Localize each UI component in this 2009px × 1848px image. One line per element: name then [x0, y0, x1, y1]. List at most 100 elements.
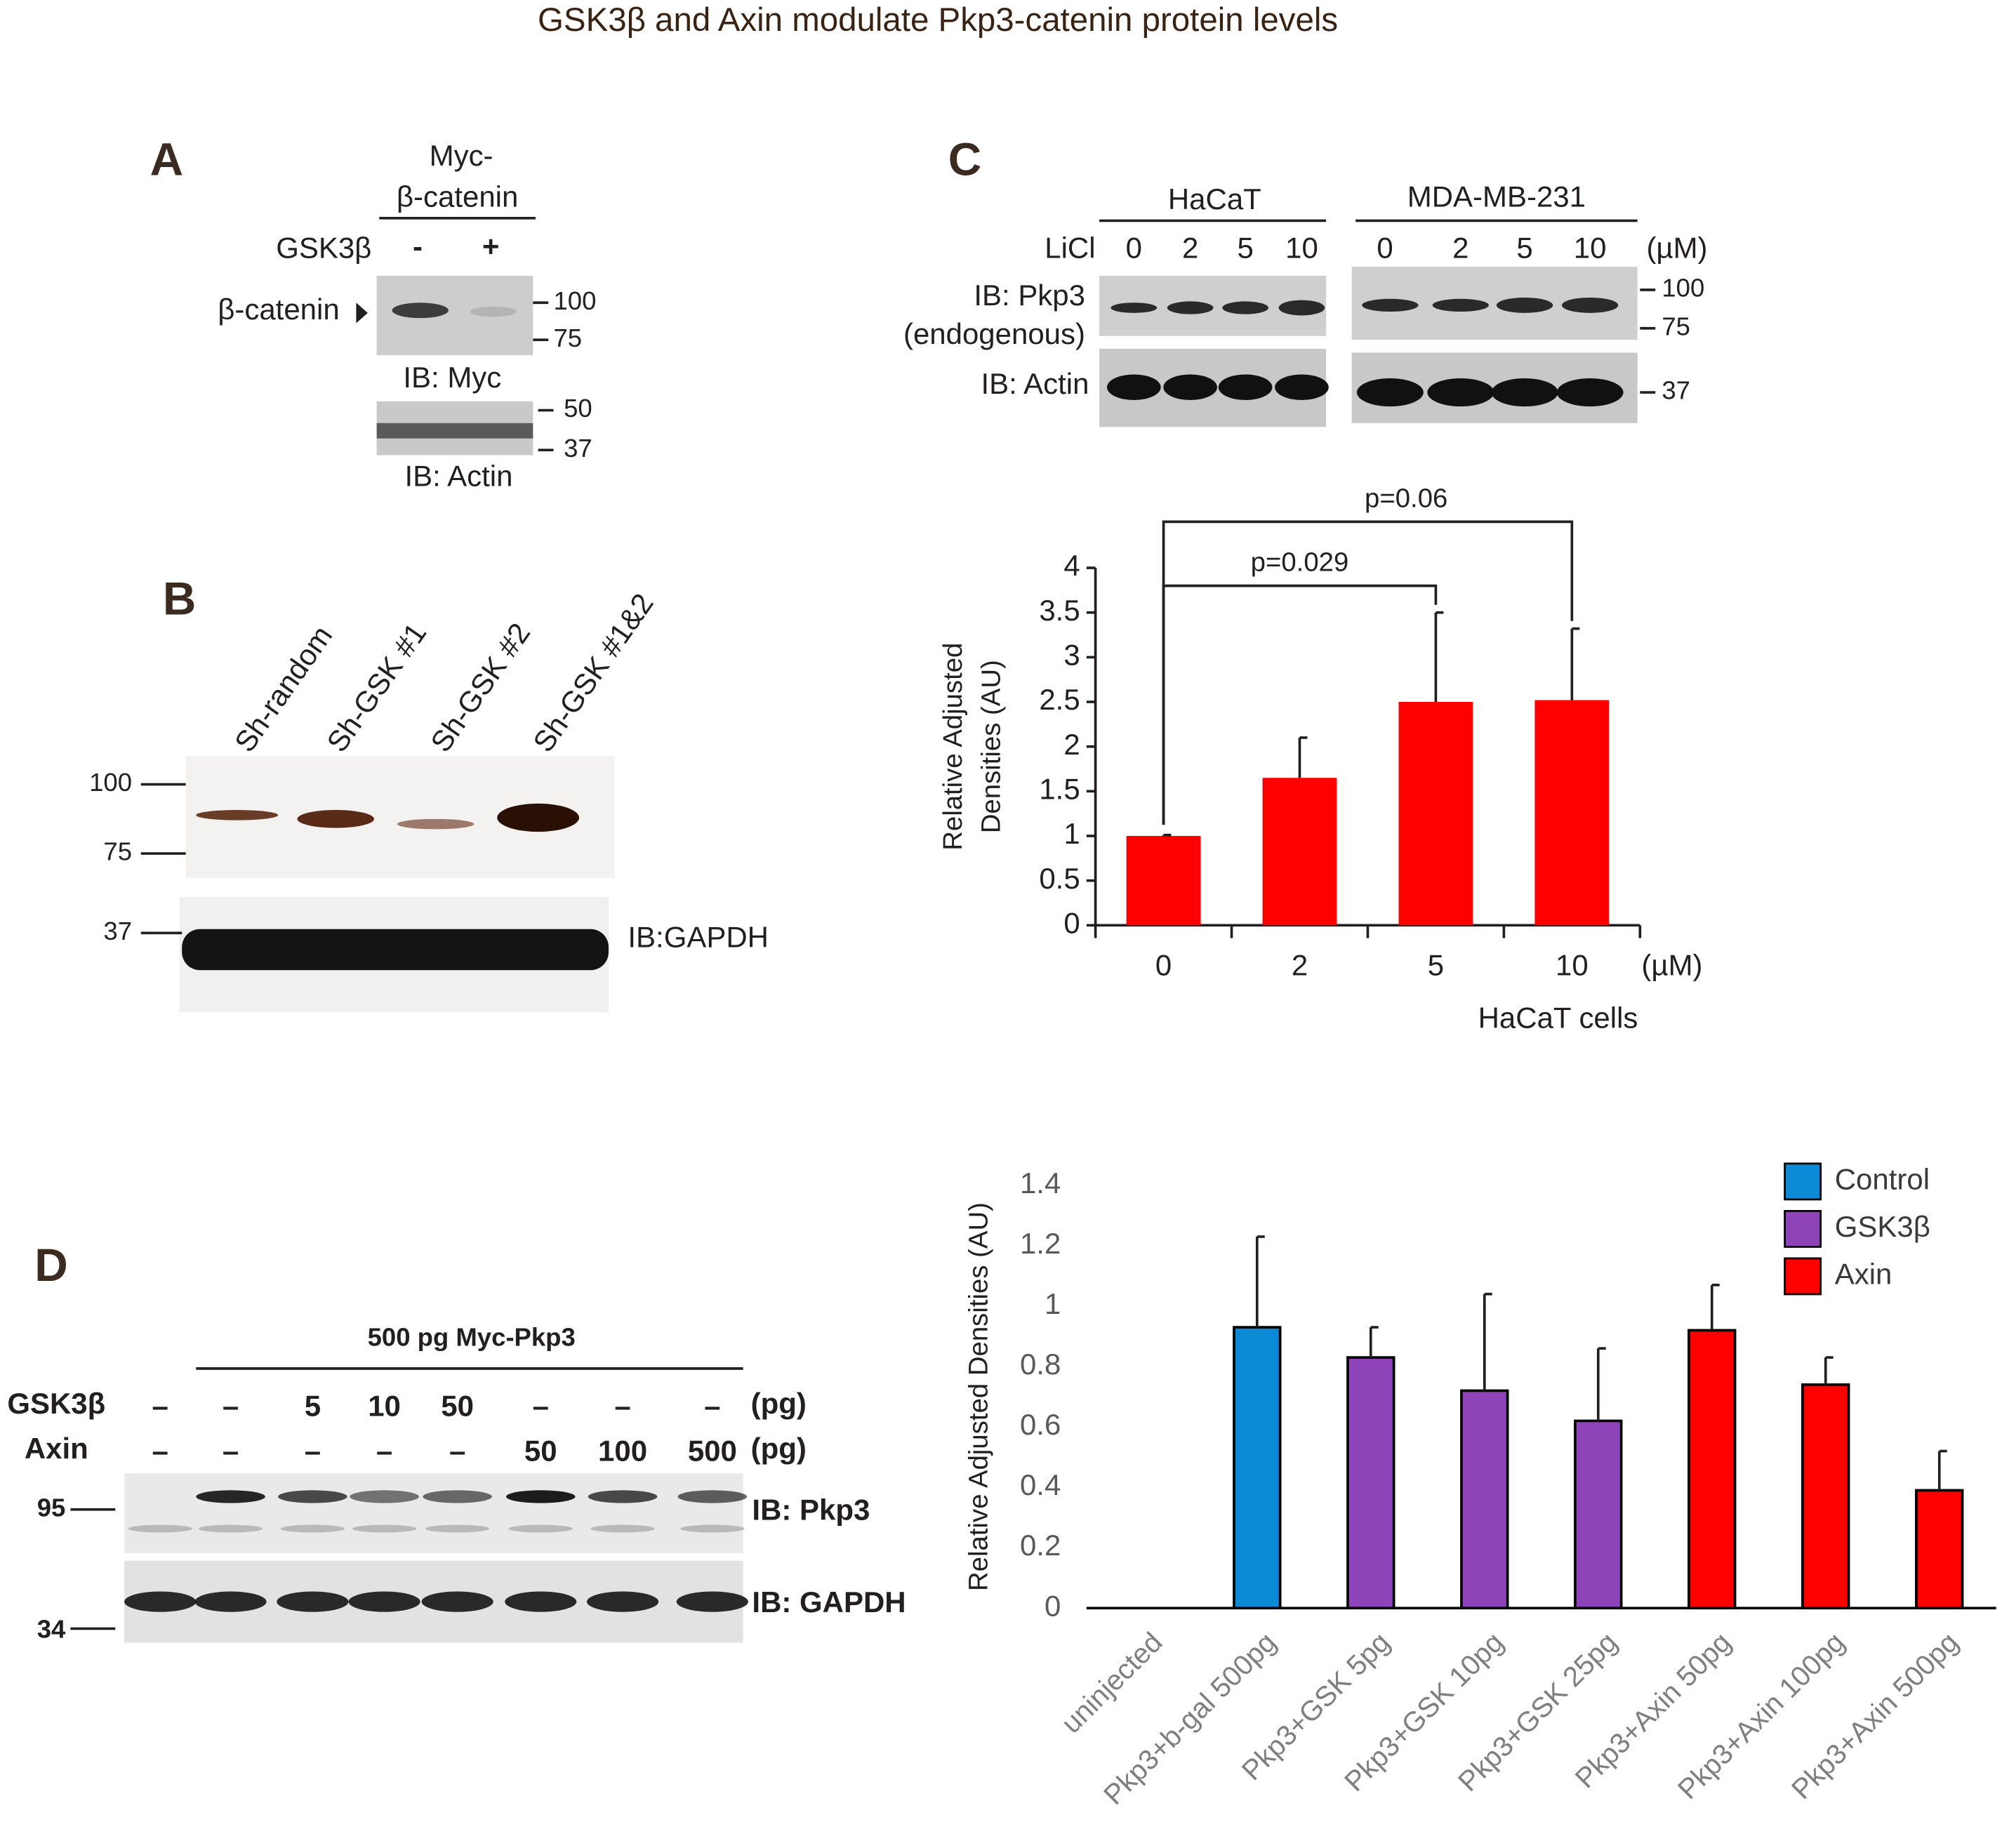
panel-letter: D: [34, 1239, 67, 1291]
legend-swatch: [1784, 1257, 1822, 1296]
band: [505, 1591, 577, 1612]
row-label: GSK3β: [276, 232, 371, 265]
p-value: p=0.029: [1251, 547, 1349, 578]
band: [376, 423, 533, 439]
lane-label: +: [482, 230, 500, 263]
lane-label: 10: [368, 1390, 401, 1423]
y-tick-label: 2: [1063, 728, 1080, 761]
band: [470, 306, 517, 317]
blot-label: IB: Myc: [403, 361, 501, 394]
y-tick-label: 3.5: [1039, 594, 1080, 627]
lane-label: Sh-GSK #2: [424, 617, 536, 758]
treatment-rows: GSK3β – –5 10 50– – – (pg)Axin – – – – –50 100 500 (pg): [7, 1387, 806, 1468]
lane-label: Sh-GSK #1&2: [526, 587, 660, 758]
marker-label: 37: [564, 434, 592, 463]
band: [1222, 301, 1269, 314]
lane-label: 100: [598, 1434, 647, 1467]
bar: [1801, 1383, 1850, 1610]
lane-label: -: [413, 230, 423, 263]
marker-label: 50: [564, 394, 592, 423]
band: [1167, 301, 1214, 314]
y-axis-label: Relative Adjusted: [938, 643, 968, 851]
lane-label: 50: [441, 1390, 474, 1423]
x-tick-label: uninjected: [1055, 1626, 1168, 1739]
blot: [124, 1473, 743, 1553]
y-tick-label: 1.5: [1039, 772, 1080, 805]
band: [297, 810, 374, 828]
figure-title: GSK3β and Axin modulate Pkp3-catenin pro…: [538, 1, 1338, 39]
marker-label: 100: [554, 286, 597, 315]
band: [1356, 378, 1424, 407]
marker-label: 37: [1662, 376, 1690, 405]
bar: [1688, 1329, 1737, 1610]
cell-line: MDA-MB-231: [1407, 180, 1586, 213]
lane-label: 50: [524, 1434, 557, 1467]
y-tick-label: 0.8: [1020, 1348, 1061, 1381]
lane-label: 0: [1377, 232, 1393, 265]
band: [196, 810, 279, 820]
marker-label: 75: [103, 837, 132, 866]
x-axis-label: HaCaT cells: [1478, 1001, 1638, 1034]
blot-label: (endogenous): [903, 317, 1085, 350]
blot-label: IB: GAPDH: [752, 1586, 906, 1618]
unit-label: (µM): [1646, 232, 1707, 265]
band: [278, 1490, 347, 1503]
band: [1491, 378, 1558, 407]
marker-label: 75: [554, 324, 583, 352]
y-tick-label: 4: [1063, 549, 1080, 582]
band: [352, 1524, 417, 1533]
y-tick-label: 0.2: [1020, 1529, 1061, 1562]
panel-letter: A: [150, 134, 183, 185]
y-axis-label: Densities (AU): [976, 660, 1007, 833]
band: [277, 1591, 349, 1612]
marker-label: 100: [1662, 274, 1704, 303]
panel-letter: B: [163, 573, 196, 625]
x-unit: (µM): [1641, 949, 1702, 982]
band: [182, 929, 609, 971]
bar: [1126, 836, 1201, 926]
y-tick-label: 2.5: [1039, 683, 1080, 716]
bar: [1460, 1389, 1509, 1610]
lane-label: –: [614, 1390, 630, 1423]
marker-label: 95: [37, 1493, 66, 1522]
lane-label: –: [223, 1390, 239, 1423]
band: [124, 1591, 197, 1612]
row-label: LiCl: [1045, 232, 1095, 265]
band: [676, 1591, 748, 1612]
bands: [1107, 297, 1624, 407]
significance-bracket: [1162, 520, 1574, 825]
construct-label: Myc-: [430, 139, 493, 172]
blot-label: IB: Pkp3: [974, 279, 1085, 312]
lane-label: 500: [688, 1434, 737, 1467]
band: [1561, 297, 1619, 313]
band-label: β-catenin: [218, 293, 339, 326]
arrowhead: [356, 303, 368, 324]
lane-label: –: [449, 1434, 465, 1467]
band: [590, 1524, 655, 1533]
lane-label: 10: [1285, 232, 1318, 265]
y-tick-label: 1: [1045, 1287, 1061, 1320]
lane-label: 5: [1237, 232, 1253, 265]
y-tick-label: 0.4: [1020, 1468, 1061, 1501]
bar: [1915, 1489, 1964, 1610]
legend-label: GSK3β: [1835, 1210, 1930, 1243]
band: [425, 1524, 490, 1533]
construct-label: 500 pg Myc-Pkp3: [368, 1323, 576, 1352]
y-tick-label: 1.4: [1020, 1166, 1061, 1199]
bar: [1262, 778, 1337, 926]
lane-label: 0: [1126, 232, 1142, 265]
x-tick-label: 0: [1155, 949, 1172, 982]
blot-label: IB: Actin: [981, 367, 1089, 400]
lane-label: –: [223, 1434, 239, 1467]
x-tick-label: 10: [1556, 949, 1589, 982]
cell-line: HaCaT: [1168, 182, 1261, 215]
lane-label: –: [704, 1390, 720, 1423]
legend-label: Axin: [1835, 1258, 1892, 1291]
band: [1275, 374, 1329, 400]
x-tick-label: 2: [1292, 949, 1308, 982]
x-tick-label: 5: [1428, 949, 1444, 982]
lane-label: –: [305, 1434, 321, 1467]
band: [196, 1490, 265, 1503]
lane-label: –: [152, 1434, 168, 1467]
